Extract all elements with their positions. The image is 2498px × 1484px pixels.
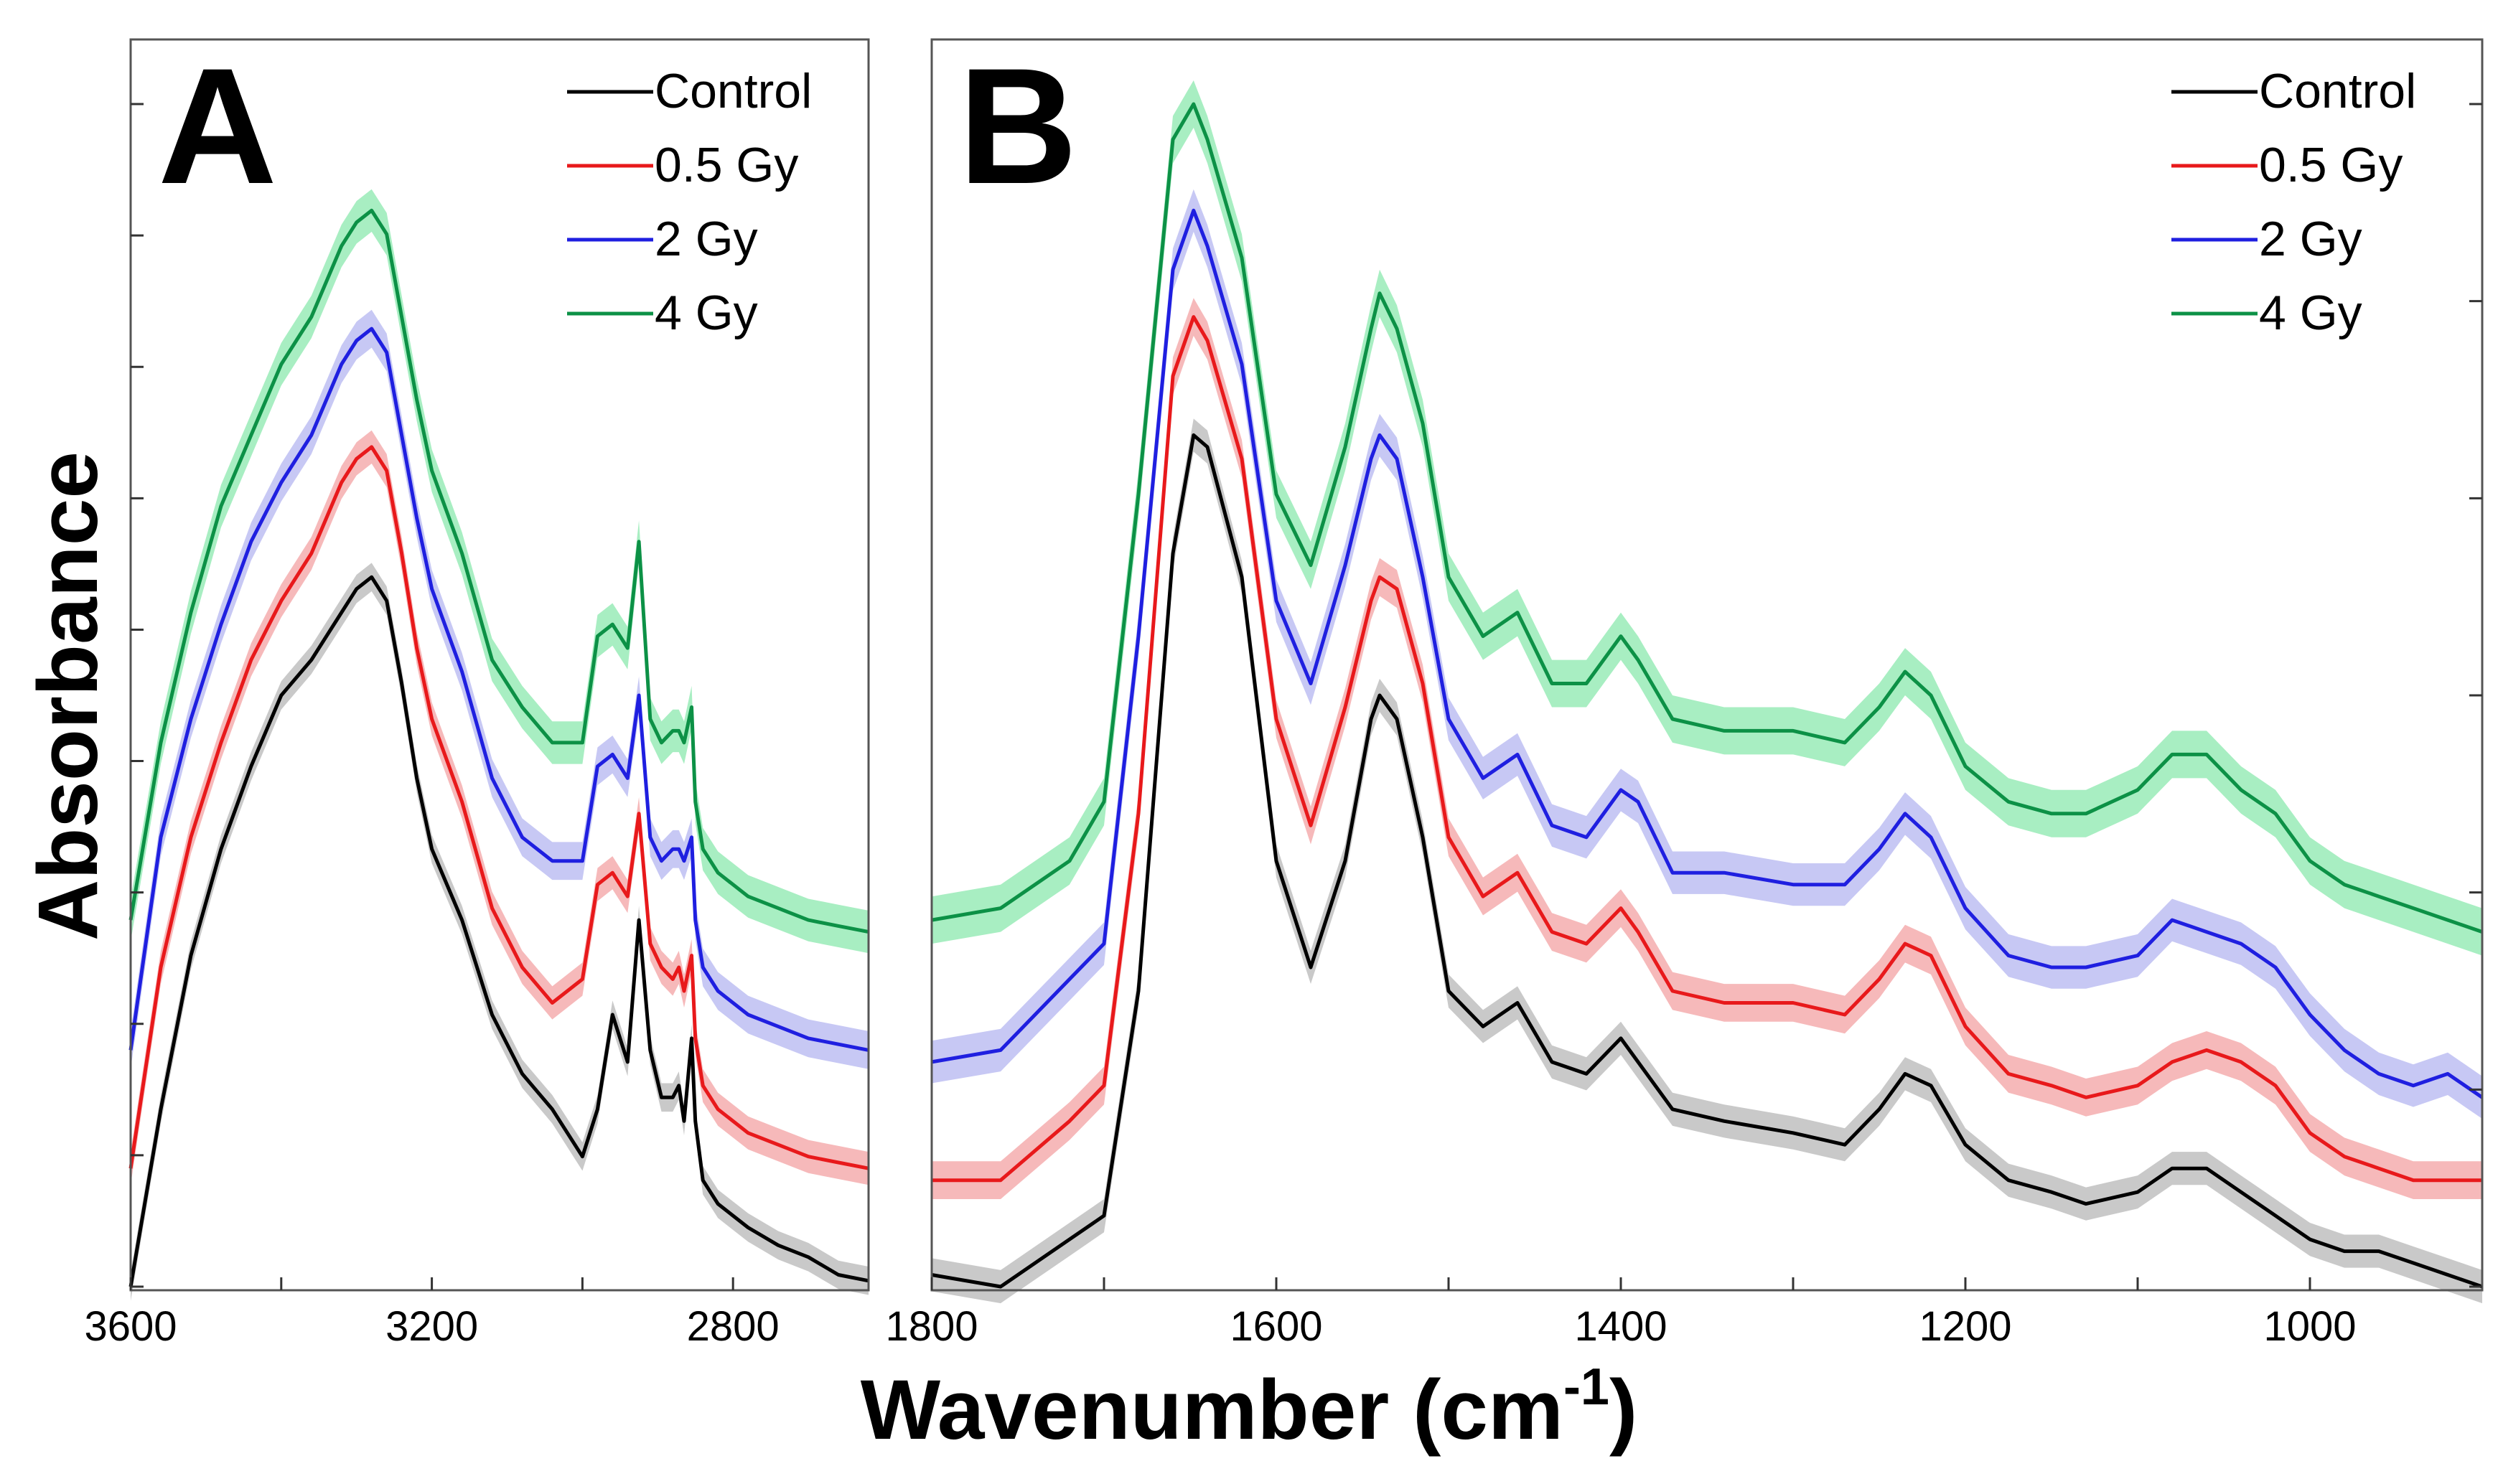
panel-a-series-2-gy — [128, 327, 869, 1052]
panel-b-letter: B — [958, 34, 1077, 218]
panel-a-legend-label: 2 Gy — [655, 212, 758, 266]
panel-b-series-control — [931, 433, 2483, 1289]
panel-b-legend-label: 2 Gy — [2259, 212, 2362, 266]
panel-b-legend-label: 0.5 Gy — [2259, 138, 2403, 192]
panel-b-band-0-5-gy — [932, 298, 2482, 1199]
panel-a-band-0-5-gy — [131, 430, 869, 1185]
panel-a-x-tick-label: 3200 — [385, 1303, 478, 1350]
panel-b-series-0-5-gy — [932, 315, 2482, 1183]
panel-b-band-2-gy — [932, 189, 2482, 1119]
panel-b-spectra — [931, 102, 2484, 1289]
panel-b-x-tick-label: 1000 — [2263, 1303, 2356, 1350]
panel-a-letter: A — [158, 34, 277, 218]
panel-b-x-tick-label: 1600 — [1230, 1303, 1322, 1350]
panel-a-frame — [129, 38, 870, 1292]
panel-b-legend-label: 4 Gy — [2259, 286, 2362, 340]
panel-a-x-tick-label: 2800 — [687, 1303, 780, 1350]
panel-a-spectra — [128, 208, 869, 1287]
panel-a-band-2-gy — [131, 309, 869, 1069]
panel-a-series-control — [128, 575, 869, 1287]
panel-a-series-0-5-gy — [128, 445, 869, 1170]
panel-b-series-2-gy — [931, 208, 2484, 1099]
panel-a-x-tick-label: 3600 — [84, 1303, 177, 1350]
panel-b-frame — [930, 38, 2484, 1292]
panel-a-legend-label: 4 Gy — [655, 286, 758, 340]
panel-a-legend-label: Control — [655, 64, 812, 118]
panel-a-legend: Control 0.5 Gy 2 Gy 4 Gy — [567, 64, 812, 340]
x-axis-title-end: ) — [1609, 1363, 1637, 1457]
panel-b-x-tick-label: 1400 — [1574, 1303, 1667, 1350]
panel-b-series-4-gy — [931, 102, 2483, 934]
panel-a-series-4-gy — [128, 208, 869, 934]
panel-b-ticks: 1800 1600 1400 1200 1000 — [885, 103, 2482, 1350]
panel-b-legend-label: Control — [2259, 64, 2416, 118]
panel-a-band-4-gy — [131, 189, 869, 954]
panel-a-ticks: 3600 3200 2800 — [84, 103, 780, 1350]
panel-b-legend: Control 0.5 Gy 2 Gy 4 Gy — [2171, 64, 2416, 340]
panel-a: 3600 3200 2800 A Control 0.5 Gy 2 Gy 4 Gy — [84, 34, 870, 1350]
x-axis-title: Wavenumber (cm-1) — [861, 1358, 1638, 1457]
panel-b-x-tick-label: 1200 — [1919, 1303, 2011, 1350]
panel-a-legend-label: 0.5 Gy — [655, 138, 798, 192]
panel-b-band-4-gy — [932, 80, 2482, 956]
panel-b: 1800 1600 1400 1200 1000 B Control 0.5 Gy 2 Gy… — [885, 34, 2484, 1350]
panel-b-confidence-bands — [932, 80, 2482, 1304]
x-axis-title-main: Wavenumber (cm — [861, 1363, 1563, 1457]
panel-a-confidence-bands — [131, 189, 869, 1301]
panel-b-x-tick-label: 1800 — [885, 1303, 978, 1350]
x-axis-title-superscript: -1 — [1563, 1358, 1609, 1416]
y-axis-title: Absorbance — [21, 451, 116, 941]
panel-b-band-control — [932, 418, 2482, 1304]
